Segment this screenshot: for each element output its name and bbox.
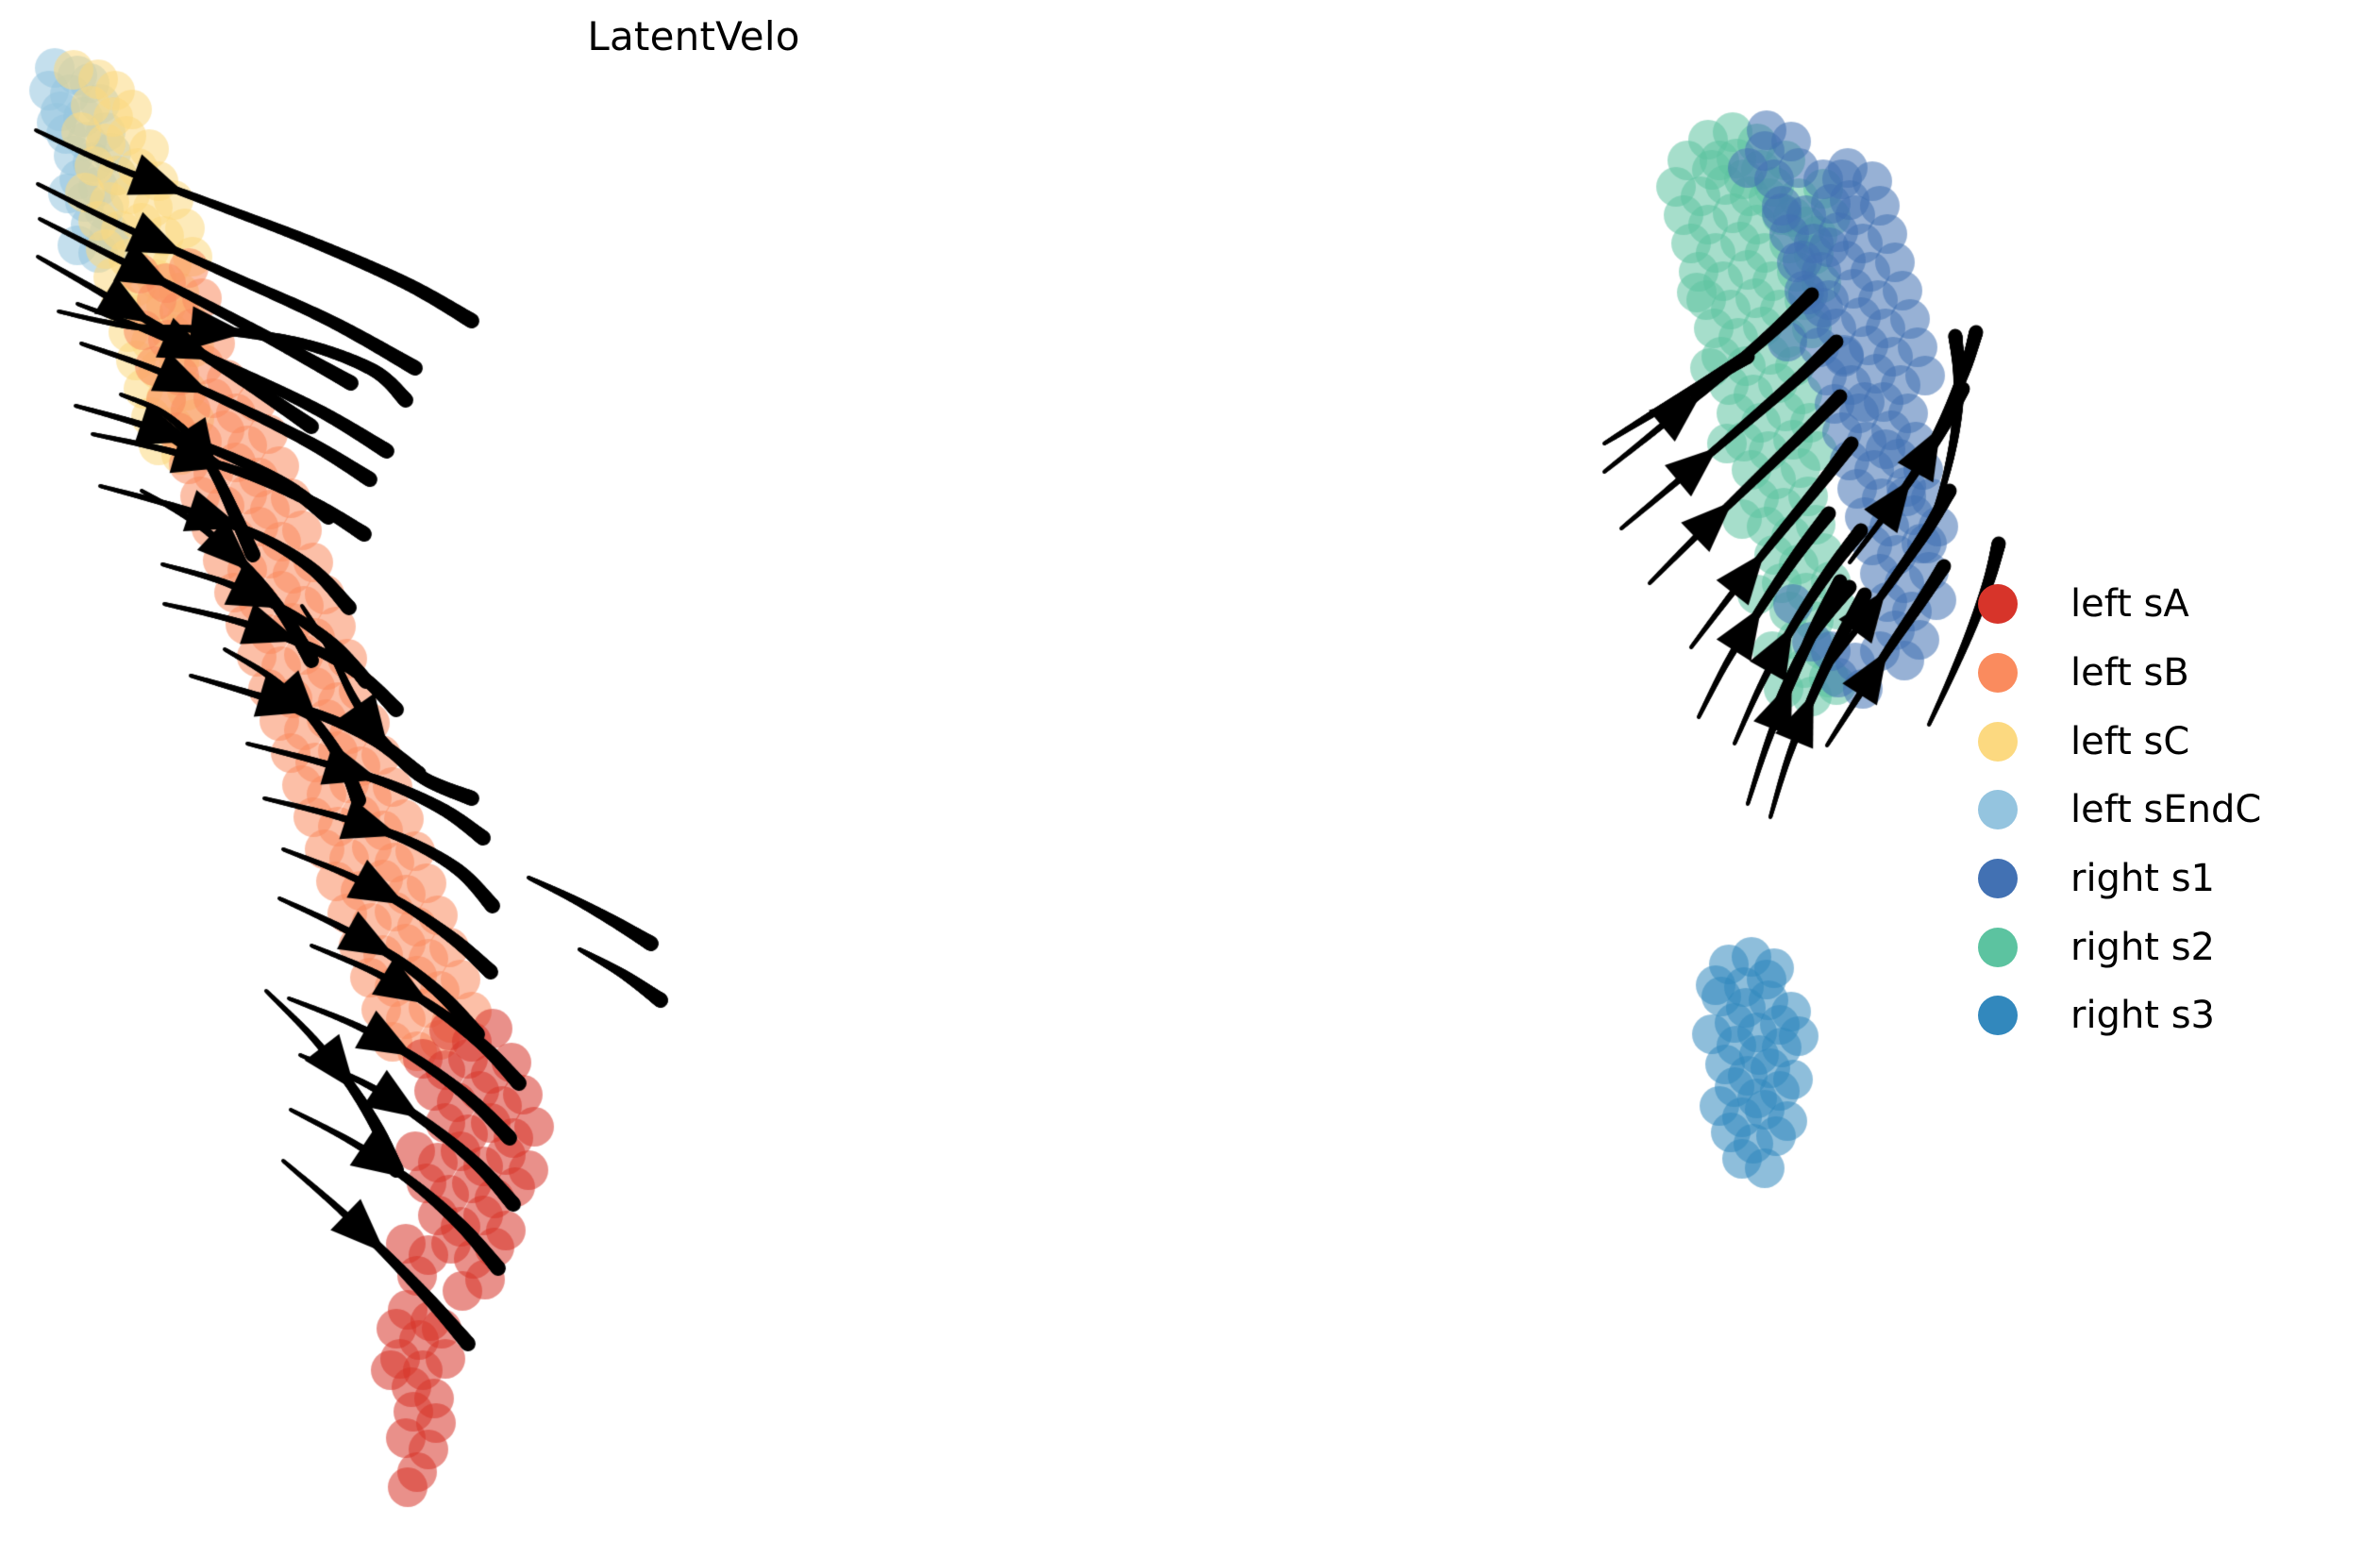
legend-swatch-right-s3 xyxy=(1978,996,2018,1036)
legend-label: left sEndC xyxy=(2070,788,2262,832)
legend-swatch-left-sEndC xyxy=(1978,790,2018,830)
legend-swatch-right-s1 xyxy=(1978,859,2018,899)
legend-label: right s2 xyxy=(2070,925,2215,969)
legend-swatch-left-sB xyxy=(1978,653,2018,694)
legend: left sA left sB left sC left sEndC right s1 r… xyxy=(1978,570,2355,1050)
legend-label: left sB xyxy=(2070,651,2189,695)
legend-item-right-s3[interactable]: right s3 xyxy=(1978,981,2355,1050)
legend-swatch-left-sA xyxy=(1978,584,2018,625)
legend-item-left-sA[interactable]: left sA xyxy=(1978,570,2355,639)
legend-label: right s3 xyxy=(2070,994,2215,1038)
legend-label: left sC xyxy=(2070,719,2190,763)
legend-item-right-s2[interactable]: right s2 xyxy=(1978,913,2355,981)
legend-item-left-sEndC[interactable]: left sEndC xyxy=(1978,776,2355,845)
legend-item-left-sC[interactable]: left sC xyxy=(1978,707,2355,776)
legend-item-right-s1[interactable]: right s1 xyxy=(1978,845,2355,913)
legend-label: right s1 xyxy=(2070,857,2215,901)
legend-label: left sA xyxy=(2070,582,2189,627)
legend-swatch-left-sC xyxy=(1978,721,2018,762)
legend-swatch-right-s2 xyxy=(1978,927,2018,967)
legend-item-left-sB[interactable]: left sB xyxy=(1978,639,2355,708)
